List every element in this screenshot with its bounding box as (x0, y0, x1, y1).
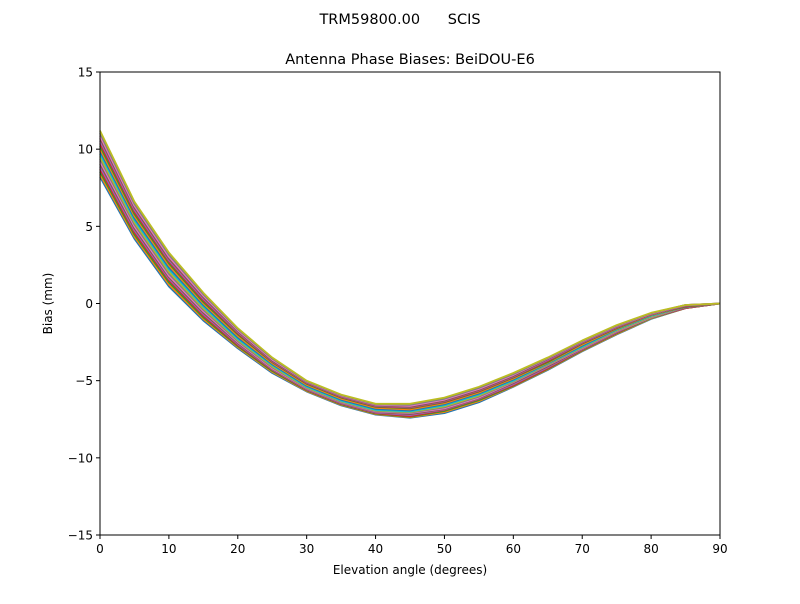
y-tick-label: −5 (75, 374, 93, 388)
series-line (99, 143, 721, 409)
y-tick-label: 15 (78, 66, 93, 80)
x-tick-label: 20 (230, 542, 245, 556)
x-tick-label: 80 (643, 542, 658, 556)
series-line (99, 148, 721, 411)
chart-title: Antenna Phase Biases: BeiDOU-E6 (285, 52, 535, 68)
x-tick-label: 70 (575, 542, 590, 556)
series-line (99, 140, 721, 409)
series-line (99, 135, 721, 407)
x-tick-label: 0 (96, 542, 104, 556)
x-tick-label: 90 (712, 542, 727, 556)
y-axis: −15 −10 −5 0 5 10 15 (68, 66, 100, 543)
series-line (99, 145, 721, 410)
y-tick-label: −15 (68, 529, 93, 543)
x-tick-label: 50 (437, 542, 452, 556)
series-line (99, 130, 721, 405)
y-tick-label: −10 (68, 451, 93, 465)
x-tick-label: 40 (368, 542, 383, 556)
series-line (99, 132, 721, 406)
x-axis-label: Elevation angle (degrees) (333, 563, 487, 577)
y-axis-label: Bias (mm) (41, 273, 55, 335)
series-line (99, 138, 721, 408)
x-tick-label: 60 (506, 542, 521, 556)
y-tick-label: 0 (85, 297, 93, 311)
series-lines (99, 130, 721, 419)
y-tick-label: 10 (78, 143, 93, 157)
x-axis: 0 10 20 30 40 50 60 70 80 90 (96, 535, 728, 556)
suptitle: TRM59800.00 SCIS (318, 12, 480, 28)
x-tick-label: 30 (299, 542, 314, 556)
y-tick-label: 5 (85, 220, 93, 234)
x-tick-label: 10 (161, 542, 176, 556)
